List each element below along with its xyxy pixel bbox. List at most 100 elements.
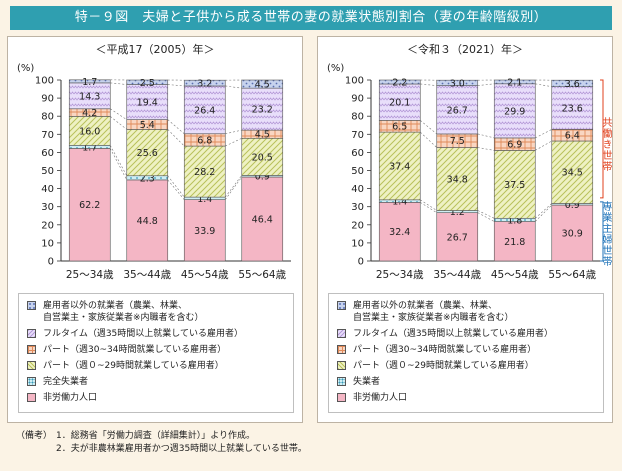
- data-label: 6.5: [392, 122, 407, 133]
- connector-line: [420, 83, 437, 86]
- data-label: 20.1: [389, 98, 410, 109]
- legend-label: フルタイム（週35時間以上就業している雇用者）: [353, 329, 554, 339]
- chart-panel-2005: ＜平成17（2005）年＞ (%) 0 10 20 30 40 50 60 70 80 90 100…: [7, 36, 303, 423]
- data-label: 0.9: [565, 200, 580, 211]
- legend-swatch-not-in-labor: [337, 393, 346, 402]
- bar-segment: [493, 83, 536, 139]
- data-label: 34.5: [562, 168, 583, 179]
- data-label: 14.3: [79, 91, 100, 102]
- data-label: 6.4: [565, 131, 580, 142]
- bar-segment: [183, 79, 226, 87]
- y-tick-label: 20: [41, 220, 54, 231]
- y-tick-label: 90: [351, 94, 364, 105]
- data-label: 2.2: [392, 77, 407, 88]
- data-label: 62.2: [79, 200, 100, 211]
- connector-line: [109, 145, 128, 176]
- y-tick-label: 0: [358, 257, 364, 268]
- bar-segment: [126, 129, 169, 177]
- note-2: 2．夫が非農林業雇用者かつ週35時間以上就業している世帯。: [56, 444, 307, 454]
- bar-segment: [436, 79, 479, 86]
- data-label: 26.7: [447, 105, 468, 116]
- legend-label: 自営業主・家族従業者※内職者を含む）: [353, 313, 514, 323]
- data-label: 1.7: [82, 142, 97, 153]
- data-label: 26.7: [447, 232, 468, 243]
- y-tick-label: 100: [35, 76, 54, 87]
- x-tick-label: 25～34歳: [66, 269, 114, 281]
- legend-label: 雇用者以外の就業者（農業、林業、: [353, 301, 498, 311]
- bar-segment: [378, 79, 421, 85]
- data-label: 32.4: [389, 227, 410, 238]
- connector-line: [535, 203, 552, 219]
- connector-line: [110, 108, 127, 120]
- bar-segment: [126, 179, 169, 262]
- data-label: 37.4: [389, 161, 410, 172]
- data-label: 34.8: [447, 175, 468, 186]
- x-tick-label: 25～34歳: [376, 269, 424, 281]
- connector-line: [477, 212, 495, 222]
- data-label: 1.8: [507, 215, 522, 226]
- legend-label: 自営業主・家族従業者※内職者を含む）: [43, 313, 204, 323]
- legend-label: 非労働力人口: [43, 393, 98, 403]
- data-label: 3.0: [450, 78, 465, 89]
- y-tick-label: 10: [41, 238, 54, 249]
- bar-segment: [551, 86, 594, 130]
- data-label: 23.2: [252, 105, 273, 116]
- bar-segment: [436, 85, 479, 135]
- legend-swatch-fulltime: [337, 329, 346, 338]
- legend-label: 雇用者以外の就業者（農業、林業、: [43, 301, 188, 311]
- bar-segment: [241, 176, 284, 262]
- connector-line: [167, 119, 185, 134]
- data-label: 23.6: [562, 104, 583, 115]
- bar-segment: [436, 147, 479, 211]
- bar-segment: [183, 199, 226, 262]
- notes-prefix: （備考）: [16, 431, 53, 441]
- data-label: 6.9: [507, 140, 522, 151]
- data-label: 21.8: [504, 237, 525, 248]
- data-label: 1.2: [450, 207, 465, 218]
- data-label: 46.4: [252, 215, 273, 226]
- data-label: 6.8: [197, 135, 212, 146]
- chart-panel-2021: ＜令和３（2021）年＞ (%) 0 10 20 30 40 50 60 70 80 90 100 3…: [317, 36, 613, 423]
- bar-segment: [551, 79, 594, 87]
- data-label: 30.9: [562, 229, 583, 240]
- y-tick-label: 30: [351, 202, 364, 213]
- bar-segment: [68, 79, 111, 84]
- bar-segment: [378, 202, 421, 262]
- legend-label: 完全失業者: [43, 377, 89, 387]
- legend-swatch-part-0-29: [337, 361, 346, 370]
- legend-label: パート（週０~29時間就業している雇用者）: [353, 361, 534, 371]
- connector-line: [477, 210, 495, 219]
- legend-swatch-fulltime: [27, 329, 36, 338]
- data-label: 5.4: [140, 120, 155, 131]
- bar-segment: [68, 148, 111, 262]
- connector-line: [225, 85, 242, 89]
- data-label: 1.4: [392, 197, 407, 208]
- connector-line: [535, 204, 552, 222]
- legend-label: 非労働力人口: [353, 393, 408, 403]
- connector-line: [110, 116, 127, 130]
- connector-line: [225, 138, 242, 147]
- y-tick-label: 100: [345, 76, 364, 87]
- y-tick-label: 60: [41, 148, 54, 159]
- y-tick-label: 70: [41, 130, 54, 141]
- data-label: 1.4: [197, 194, 212, 205]
- data-label: 28.2: [194, 167, 215, 178]
- legend-swatch-part-0-29: [27, 361, 36, 370]
- single-earner-bracket: [600, 201, 604, 262]
- connector-line: [477, 83, 495, 86]
- data-label: 19.4: [137, 98, 158, 109]
- y-tick-label: 30: [41, 202, 54, 213]
- x-tick-label: 45～54歳: [491, 269, 539, 281]
- data-label: 4.5: [255, 80, 270, 91]
- bar-segment: [493, 150, 536, 219]
- y-tick-label: 80: [351, 112, 364, 123]
- legend-2005: 雇用者以外の就業者（農業、林業、 自営業主・家族従業者※内職者を含む） フルタイ…: [18, 293, 294, 413]
- connector-line: [477, 133, 495, 139]
- legend-label: パート（週30~34時間就業している雇用者）: [43, 345, 227, 355]
- bar-segment: [436, 212, 479, 262]
- connector-line: [535, 129, 552, 139]
- data-label: 2.3: [140, 173, 155, 184]
- y-tick-label: 0: [48, 257, 54, 268]
- legend-swatch-unemployed: [27, 377, 36, 386]
- y-tick-label: 50: [351, 166, 364, 177]
